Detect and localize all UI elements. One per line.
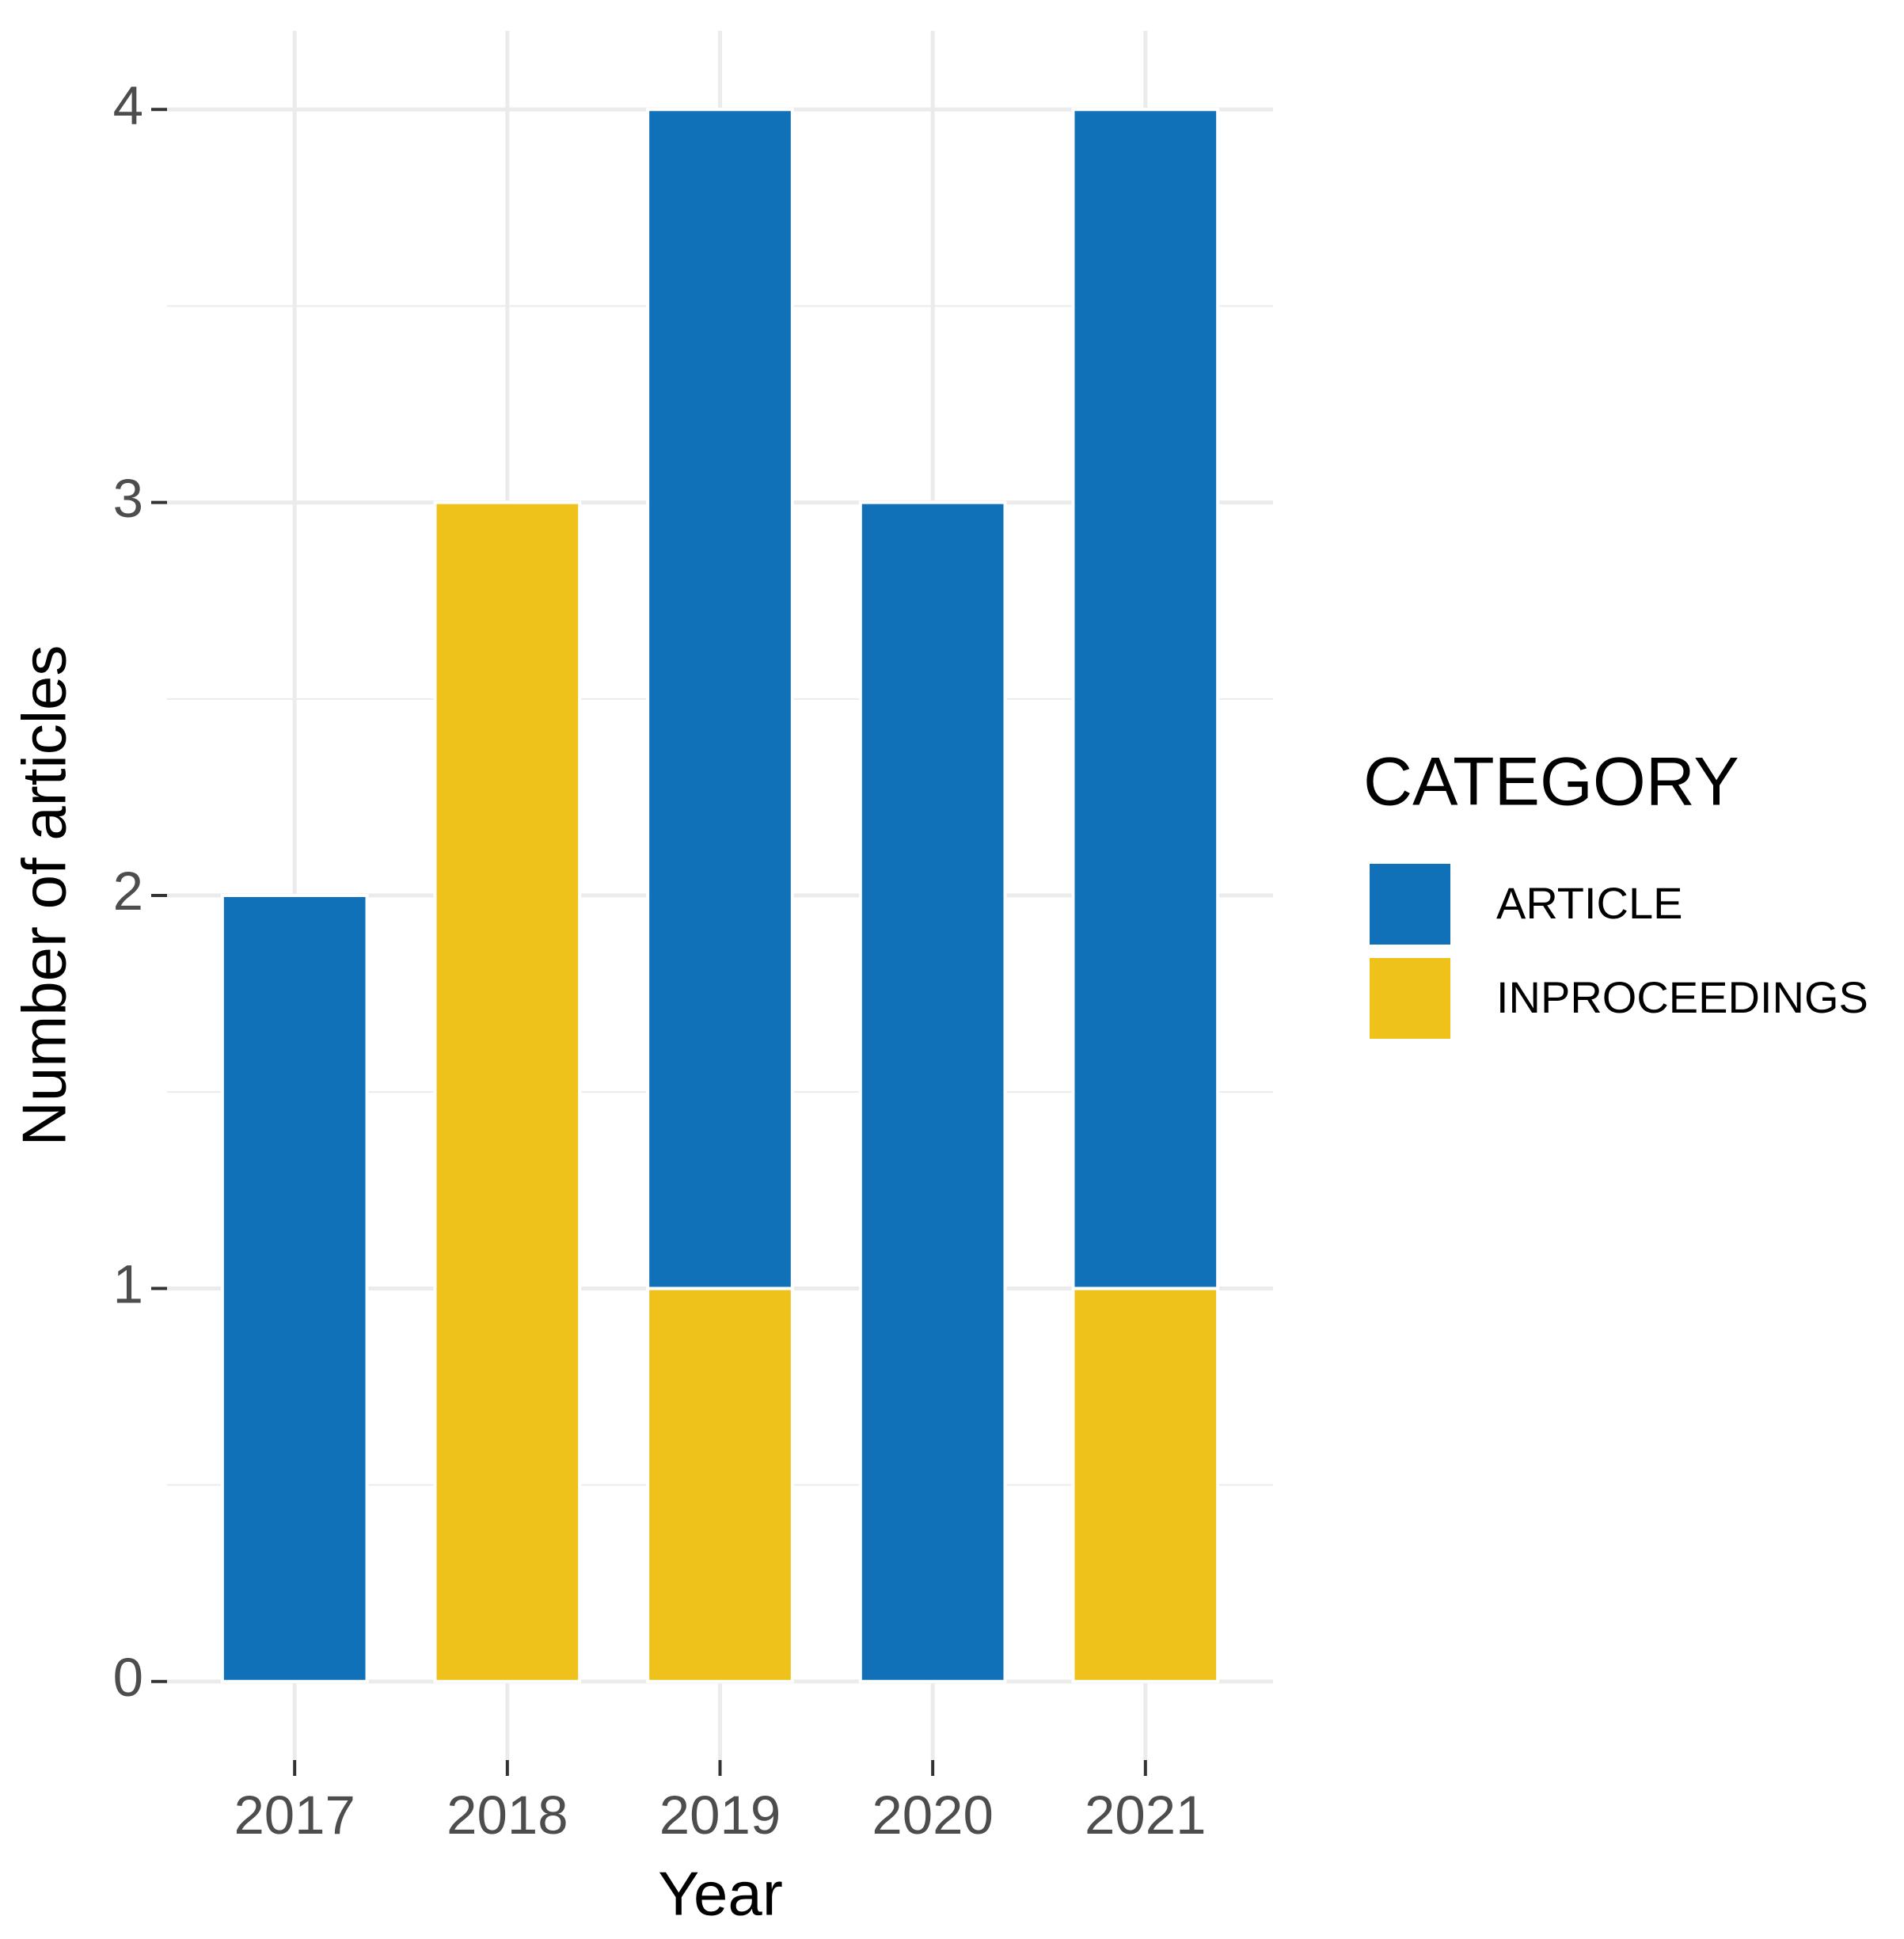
bar-segment: [433, 500, 582, 1683]
bar-segment: [220, 894, 369, 1683]
x-tick-label: 2019: [659, 1785, 781, 1846]
x-tick-label: 2018: [447, 1785, 568, 1846]
y-tick-label: 1: [113, 1254, 143, 1315]
y-tick-label: 3: [113, 468, 143, 529]
legend-key: [1370, 958, 1450, 1039]
y-tick-label: 0: [113, 1647, 143, 1708]
y-axis-title: Number of articles: [10, 645, 79, 1146]
legend-key: [1370, 864, 1450, 945]
x-tick-label: 2021: [1085, 1785, 1207, 1846]
y-tick-label: 4: [113, 75, 143, 136]
bar-segment: [646, 1287, 794, 1683]
legend-label: INPROCEEDINGS: [1496, 972, 1868, 1022]
legend-title: CATEGORY: [1363, 744, 1739, 820]
x-tick-label: 2017: [234, 1785, 355, 1846]
legend-label: ARTICLE: [1496, 878, 1682, 928]
x-tick-label: 2020: [872, 1785, 994, 1846]
x-axis-title: Year: [658, 1859, 783, 1929]
y-tick-label: 2: [113, 861, 143, 922]
bar-segment: [646, 108, 794, 1291]
bar-segment: [1071, 1287, 1220, 1683]
bar-segment: [858, 500, 1007, 1683]
bar-segment: [1071, 108, 1220, 1291]
